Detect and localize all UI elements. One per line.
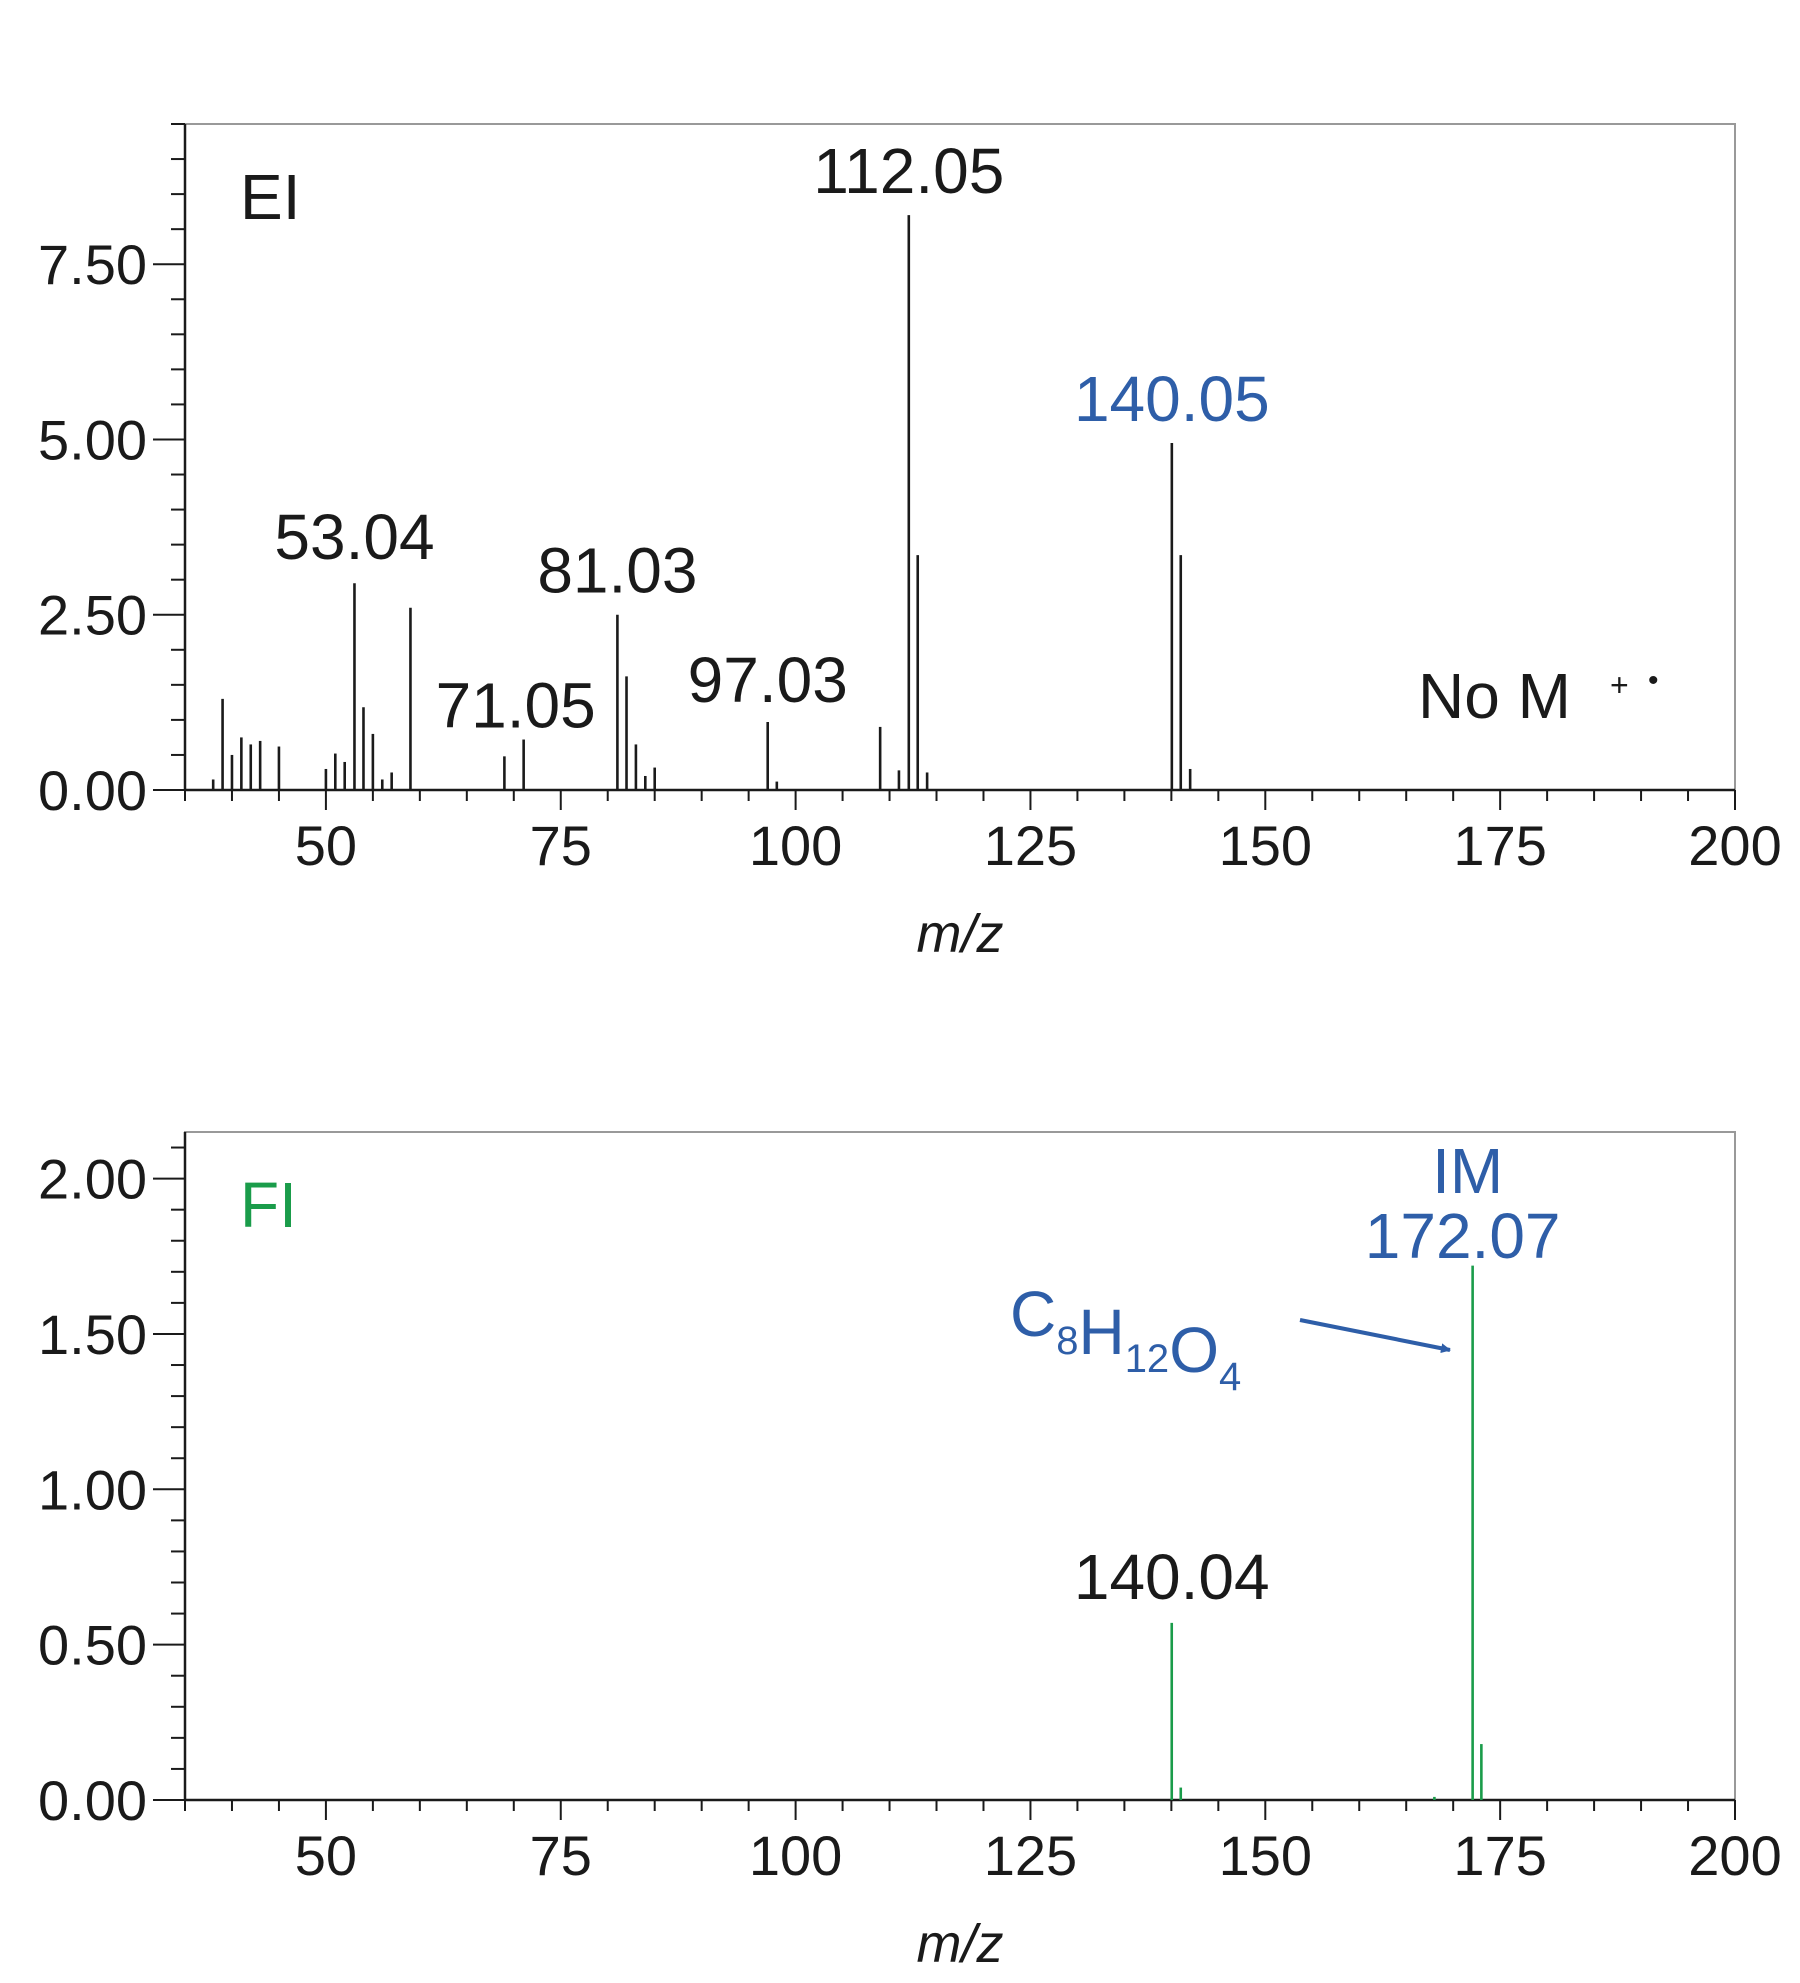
x-tick-label: 125 [984, 1824, 1077, 1887]
x-tick-label: 75 [530, 1824, 592, 1887]
peak-label-81-03: 81.03 [537, 535, 697, 607]
spectrum-panel-fi: 50 75 100 125 150 175 200 m/z 0.00 0.50 1.00 1.50 2.… [38, 1131, 1782, 1974]
peak-label-140-05: 140.05 [1074, 363, 1270, 435]
x-tick-label: 50 [295, 814, 357, 877]
x-tick-label: 100 [749, 814, 842, 877]
formula-element: O [1169, 1314, 1219, 1386]
y-tick-label: 1.50 [38, 1303, 147, 1366]
peak-label-172-07: 172.07 [1365, 1200, 1561, 1272]
peak-label-71-05: 71.05 [436, 670, 596, 742]
ionization-mode-label: FI [240, 1169, 297, 1241]
y-tick-label: 0.00 [38, 759, 147, 822]
x-tick-label: 200 [1688, 814, 1781, 877]
y-tick-label: 2.50 [38, 584, 147, 647]
x-tick-label: 150 [1219, 1824, 1312, 1887]
radical-dot: • [1648, 664, 1659, 697]
formula-subscript: 8 [1056, 1319, 1078, 1363]
x-tick-label: 175 [1453, 814, 1546, 877]
y-tick-label: 1.00 [38, 1458, 147, 1521]
x-tick-label: 125 [984, 814, 1077, 877]
x-tick-label: 150 [1219, 814, 1312, 877]
x-tick-label: 200 [1688, 1824, 1781, 1887]
y-tick-label: 5.00 [38, 408, 147, 471]
no-molecular-ion-note: No M [1418, 660, 1571, 732]
molecular-formula: C8H12O4 [1010, 1278, 1241, 1399]
x-axis-title: m/z [917, 1914, 1004, 1974]
x-tick-label: 100 [749, 1824, 842, 1887]
ionization-mode-label: EI [240, 161, 300, 233]
y-tick-label: 0.00 [38, 1769, 147, 1832]
x-axis-title: m/z [917, 904, 1004, 964]
x-tick-label: 50 [295, 1824, 357, 1887]
formula-subscript: 4 [1219, 1355, 1241, 1399]
x-tick-label: 175 [1453, 1824, 1546, 1887]
formula-element: H [1078, 1296, 1124, 1368]
x-tick-label: 75 [530, 814, 592, 877]
formula-element: C [1010, 1278, 1056, 1350]
y-tick-label: 0.50 [38, 1614, 147, 1677]
formula-arrow [1299, 1318, 1451, 1354]
peak-label-140-04: 140.04 [1074, 1541, 1270, 1613]
spectrum-panel-ei: 50 75 100 125 150 175 200 m/z 0.00 2.50 5.00 7.50 EI… [38, 123, 1782, 964]
peak-label-IM: IM [1432, 1135, 1503, 1207]
formula-subscript: 12 [1125, 1337, 1170, 1381]
y-tick-label: 7.50 [38, 233, 147, 296]
molecular-ion-charge-sup: + [1610, 667, 1629, 703]
y-tick-label: 2.00 [38, 1148, 147, 1211]
peak-label-112-05: 112.05 [813, 135, 1004, 207]
peak-label-53-04: 53.04 [274, 501, 434, 573]
peak-label-97-03: 97.03 [688, 644, 848, 716]
